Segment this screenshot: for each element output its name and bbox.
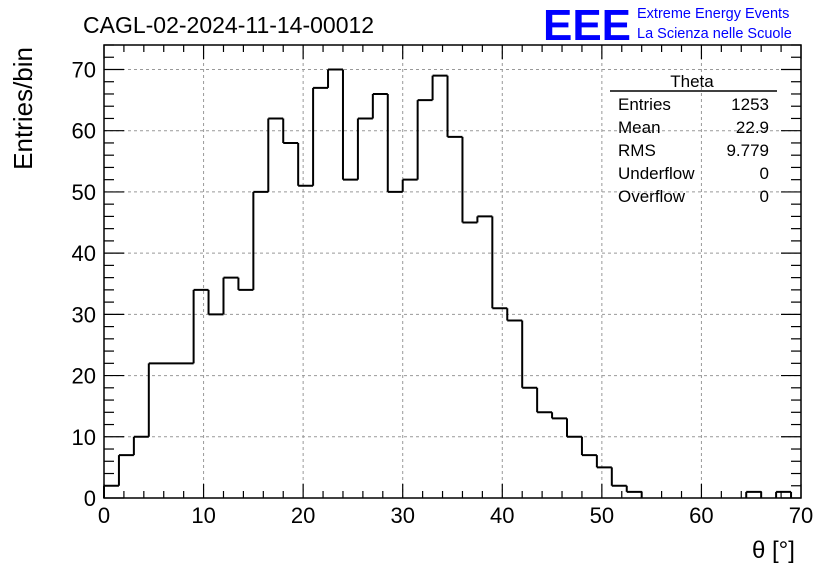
y-tick-label: 10	[72, 425, 96, 450]
x-tick-label: 10	[191, 503, 215, 528]
x-tick-label: 70	[789, 503, 813, 528]
y-tick-label: 30	[72, 302, 96, 327]
tick-labels: 0 10 20 30 40 50 60 70 0 10 20 30 40 50 60 70	[72, 57, 814, 528]
y-tick-label: 70	[72, 57, 96, 82]
brand-line-2: La Scienza nelle Scuole	[637, 26, 792, 42]
stats-row-value: 0	[760, 164, 769, 183]
x-tick-label: 60	[689, 503, 713, 528]
y-tick-label: 20	[72, 364, 96, 389]
stats-row-label: RMS	[618, 141, 656, 160]
brand-line-1: Extreme Energy Events	[637, 6, 789, 22]
stats-title: Theta	[670, 72, 714, 91]
x-tick-label: 40	[490, 503, 514, 528]
stats-row-value: 1253	[731, 95, 769, 114]
y-tick-label: 50	[72, 180, 96, 205]
x-tick-label: 20	[291, 503, 315, 528]
eee-logo: EEE	[543, 1, 631, 50]
stats-row-value: 0	[760, 187, 769, 206]
stats-row-label: Underflow	[618, 164, 695, 183]
plot-frame	[103, 44, 802, 499]
stats-row-label: Entries	[618, 95, 671, 114]
x-tick-label: 30	[390, 503, 414, 528]
stats-box: Theta Entries 1253 Mean 22.9 RMS 9.779 Underfl…	[610, 72, 777, 206]
axis-ticks	[103, 44, 802, 499]
stats-row-label: Overflow	[618, 187, 686, 206]
grid-lines	[104, 45, 801, 498]
x-tick-label: 50	[590, 503, 614, 528]
x-axis-label: θ [°]	[752, 537, 795, 564]
y-tick-label: 60	[72, 119, 96, 144]
plot-area	[104, 45, 801, 498]
stats-row-value: 9.779	[726, 141, 769, 160]
chart-title: CAGL-02-2024-11-14-00012	[83, 12, 374, 38]
x-tick-label: 0	[98, 503, 110, 528]
y-tick-label: 0	[84, 486, 96, 511]
stats-row-label: Mean	[618, 118, 661, 137]
stats-row-value: 22.9	[736, 118, 769, 137]
y-tick-label: 40	[72, 241, 96, 266]
y-axis-label: Entries/bin	[8, 47, 38, 170]
